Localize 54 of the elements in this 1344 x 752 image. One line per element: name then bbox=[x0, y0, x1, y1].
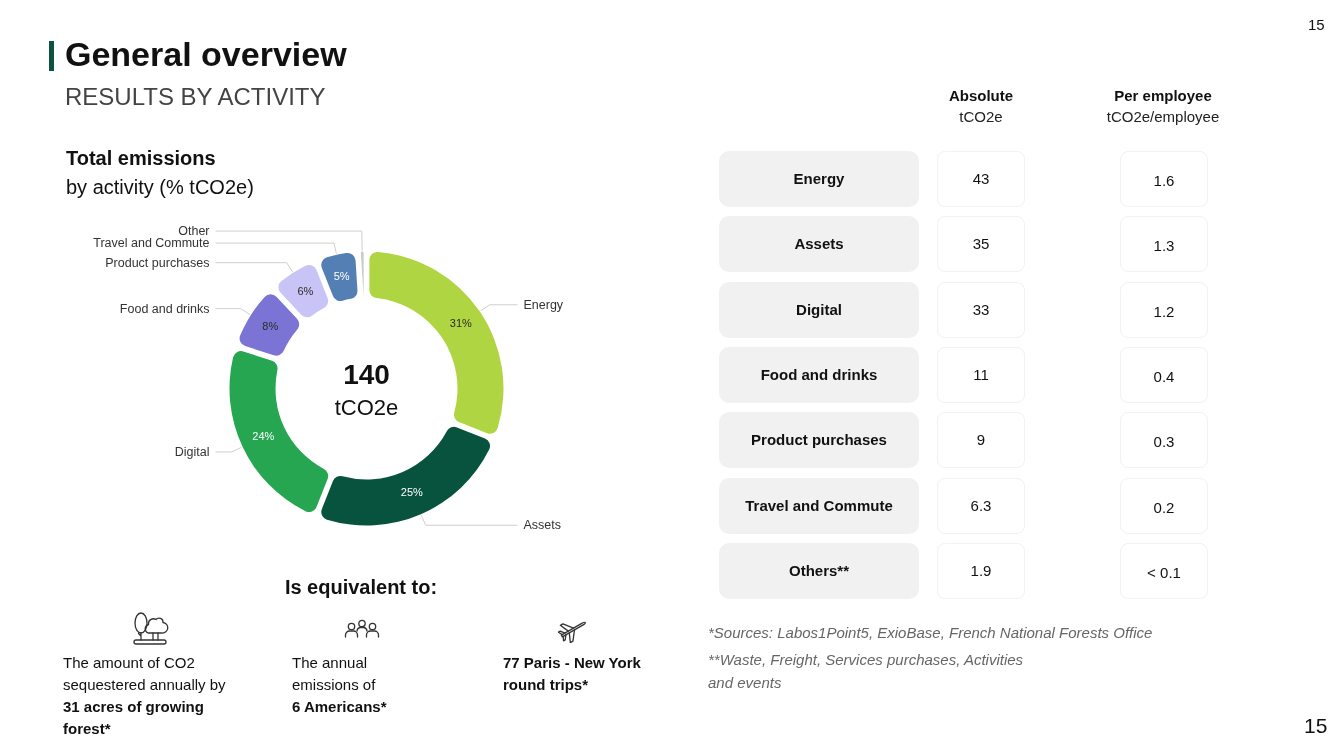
data-label: 43 bbox=[971, 170, 991, 188]
text: Is equivalent to: bbox=[283, 575, 439, 599]
data-label: 25% bbox=[400, 486, 423, 499]
data-label: 11 bbox=[972, 365, 990, 384]
text: Per employee bbox=[1113, 87, 1213, 105]
data-label: 0.4 bbox=[1152, 367, 1176, 386]
text: *Sources: Labos1Point5, ExioBase, French National Forests Office bbox=[708, 623, 1154, 643]
data-label: 1.9 bbox=[969, 561, 993, 580]
text: tCO2e bbox=[958, 108, 1004, 126]
text: Absolute bbox=[947, 87, 1015, 105]
text: 15 bbox=[1304, 713, 1328, 738]
category-label: Food and drinks bbox=[759, 365, 879, 384]
category-label: Energy bbox=[792, 170, 846, 188]
data-label: 1.2 bbox=[1152, 302, 1176, 321]
text: 77 Paris - New York round trips* bbox=[503, 653, 642, 695]
text: General overview bbox=[65, 34, 347, 74]
category-label: Assets bbox=[793, 235, 845, 254]
text: The amount of CO2 sequestered annually by bbox=[63, 654, 226, 693]
text: 140 bbox=[343, 358, 390, 390]
data-label: 9 bbox=[975, 431, 987, 450]
text: 31 acres of growing forest* bbox=[63, 697, 205, 739]
data-label: 6.3 bbox=[969, 496, 993, 515]
category-label: Others** bbox=[788, 561, 850, 580]
text: tCO2e/employee bbox=[1105, 108, 1221, 126]
slice-label: Energy bbox=[523, 297, 564, 312]
data-label: < 0.1 bbox=[1146, 563, 1182, 582]
text: RESULTS BY ACTIVITY bbox=[65, 82, 326, 112]
data-label: 1.6 bbox=[1152, 172, 1176, 190]
slice-label: Food and drinks bbox=[119, 301, 210, 316]
slice-label: Travel and Commute bbox=[93, 236, 210, 251]
data-label: 35 bbox=[971, 235, 991, 254]
category-label: Product purchases bbox=[750, 431, 888, 450]
data-label: 5% bbox=[333, 270, 350, 283]
text: tCO2e bbox=[334, 394, 399, 420]
category-label: Travel and Commute bbox=[744, 496, 894, 515]
text: **Waste, Freight, Services purchases, Activities and events bbox=[708, 650, 1025, 693]
data-label: 0.2 bbox=[1152, 498, 1176, 517]
category-label: Digital bbox=[795, 300, 843, 319]
chart-title: Total emissions bbox=[66, 146, 216, 170]
data-label: 6% bbox=[297, 285, 314, 298]
data-label: 0.3 bbox=[1152, 433, 1176, 452]
slice-label: Product purchases bbox=[105, 255, 210, 270]
data-label: 24% bbox=[252, 430, 275, 443]
data-label: 8% bbox=[262, 320, 279, 333]
data-label: 1.3 bbox=[1152, 237, 1176, 256]
chart-subtitle: by activity (% tCO2e) bbox=[66, 175, 254, 199]
data-label: 31% bbox=[449, 317, 473, 330]
text: 15 bbox=[1308, 15, 1325, 34]
slice-label: Assets bbox=[523, 518, 562, 533]
text: The annual emissions of bbox=[292, 654, 376, 693]
slice-label: Other bbox=[178, 224, 210, 239]
slice-label: Digital bbox=[174, 444, 210, 459]
data-label: 33 bbox=[971, 300, 991, 319]
text: 6 Americans* bbox=[292, 697, 387, 717]
